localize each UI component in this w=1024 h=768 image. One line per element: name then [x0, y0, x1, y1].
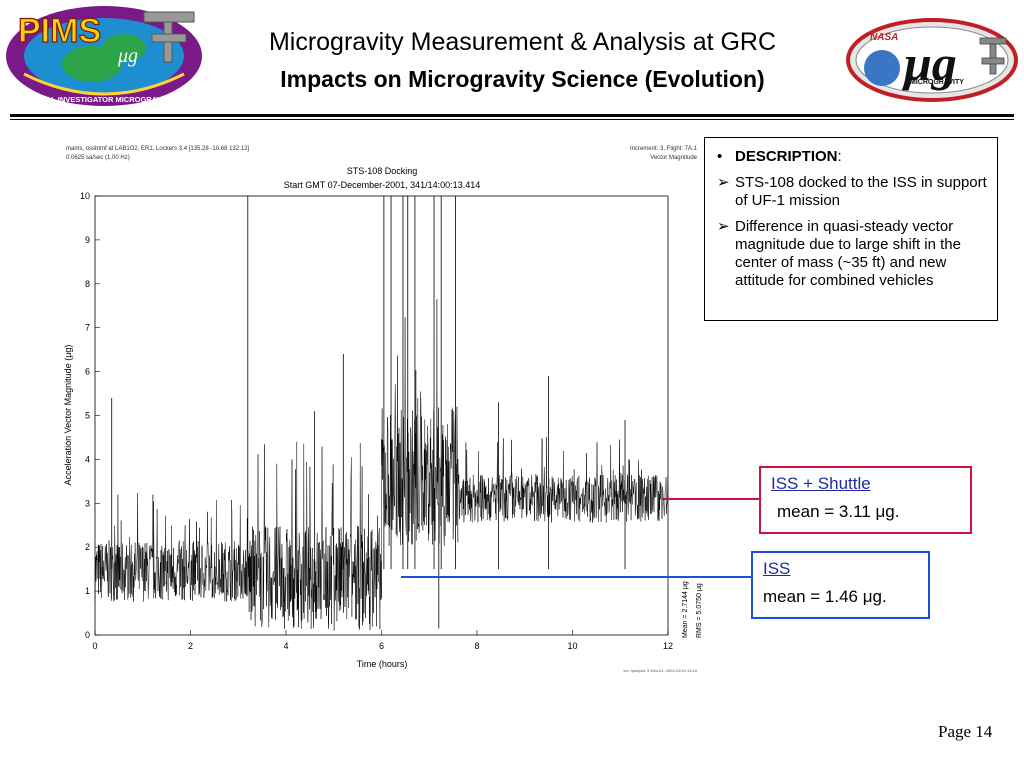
chart-header-right-2: Vector Magnitude	[650, 155, 697, 161]
description-heading: DESCRIPTION	[735, 148, 838, 165]
nasa-microgravity-logo: NASA μg MICROGRAVITY	[846, 18, 1018, 102]
x-tick-label: 4	[283, 641, 288, 651]
description-item: ➢ STS-108 docked to the ISS in support o…	[717, 174, 987, 209]
header-rule-thin	[10, 119, 1014, 120]
mean-stat: Mean = 2.7144 μg	[682, 581, 689, 638]
y-tick-label: 0	[85, 630, 90, 640]
sts108-docking-chart: mams, ossbtmf at LAB1O2, ER1, Lockers 3,…	[63, 146, 703, 673]
page-number: Page 14	[938, 722, 993, 741]
arrow-bullet-icon: ➢	[717, 174, 730, 191]
y-axis-label: Acceleration Vector Magnitude (μg)	[63, 345, 73, 486]
shuttle-connector-line	[664, 498, 760, 500]
x-tick-label: 6	[379, 641, 384, 651]
svg-text:NASA: NASA	[870, 32, 898, 43]
rms-stat: RMS = 5.0750 μg	[696, 583, 703, 638]
chart-header-left-1: mams, ossbtmf at LAB1O2, ER1, Lockers 3,…	[66, 146, 249, 152]
iss-mean: mean = 1.46 μg.	[763, 587, 887, 606]
iss-label: ISS	[763, 559, 791, 578]
y-tick-label: 8	[85, 279, 90, 289]
header-rule	[10, 114, 1014, 117]
svg-text:μg: μg	[901, 35, 957, 91]
chart-title: STS-108 Docking	[347, 166, 418, 176]
y-tick-label: 6	[85, 367, 90, 377]
pims-logo: PIMS μg PRINCIPAL INVESTIGATOR MICROGRAV…	[6, 6, 204, 106]
description-box: • DESCRIPTION: ➢ STS-108 docked to the IS…	[704, 137, 998, 321]
chart-header-right-1: Increment: 3, Flight: 7A.1	[630, 146, 698, 152]
y-tick-label: 3	[85, 498, 90, 508]
y-tick-label: 2	[85, 542, 90, 552]
iss-shuttle-callout: ISS + Shuttle mean = 3.11 μg.	[759, 466, 972, 534]
chart-footer: ver. ipadpsd, 9-Dec-01, 2001/12/10:13:44	[623, 668, 697, 673]
y-tick-label: 1	[85, 586, 90, 596]
chart-header-left-2: 0.0625 sa/sec (1.00 Hz)	[66, 155, 130, 161]
y-tick-label: 5	[85, 411, 90, 421]
svg-text:MICROGRAVITY: MICROGRAVITY	[910, 79, 964, 86]
x-tick-label: 12	[663, 641, 673, 651]
x-axis-label: Time (hours)	[357, 659, 408, 669]
bullet-icon: •	[717, 148, 723, 165]
iss-shuttle-mean: mean = 3.11 μg.	[777, 502, 900, 521]
y-tick-label: 10	[80, 191, 90, 201]
svg-text:PRINCIPAL INVESTIGATOR MICROGR: PRINCIPAL INVESTIGATOR MICROGRAVITY SERV…	[16, 95, 204, 104]
x-tick-label: 2	[188, 641, 193, 651]
iss-connector-line	[401, 576, 752, 578]
vector-magnitude-trace	[94, 299, 669, 631]
slide-subtitle: Impacts on Microgravity Science (Evoluti…	[280, 66, 765, 92]
y-tick-label: 4	[85, 454, 90, 464]
svg-text:PIMS: PIMS	[18, 12, 101, 50]
description-heading-row: • DESCRIPTION:	[717, 148, 842, 165]
y-tick-label: 9	[85, 235, 90, 245]
chart-subtitle: Start GMT 07-December-2001, 341/14:00:13…	[284, 180, 480, 190]
iss-shuttle-label: ISS + Shuttle	[771, 474, 871, 493]
svg-text:μg: μg	[117, 45, 138, 67]
description-item: ➢ Difference in quasi-steady vector magn…	[717, 218, 961, 289]
x-tick-label: 8	[474, 641, 479, 651]
arrow-bullet-icon: ➢	[717, 218, 730, 235]
x-tick-label: 10	[567, 641, 577, 651]
x-tick-label: 0	[92, 641, 97, 651]
y-tick-label: 7	[85, 323, 90, 333]
iss-callout: ISS mean = 1.46 μg.	[751, 551, 930, 619]
slide-title: Microgravity Measurement & Analysis at G…	[268, 28, 777, 56]
